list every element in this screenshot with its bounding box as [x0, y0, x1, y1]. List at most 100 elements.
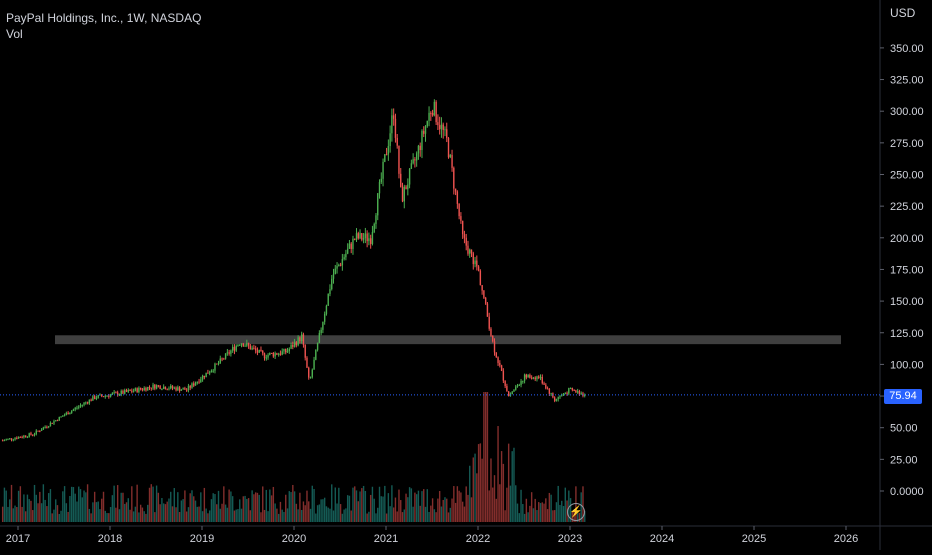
candle-body: [380, 178, 382, 183]
candle-body: [516, 385, 519, 387]
candle-body: [463, 234, 466, 238]
volume-bar: [254, 492, 257, 522]
volume-bar: [161, 498, 163, 522]
volume-bar: [382, 496, 384, 522]
last-price-tag: 75.94: [884, 389, 922, 404]
candle-body: [385, 154, 388, 156]
volume-bar: [134, 506, 137, 522]
volume-bar: [311, 485, 313, 522]
candle-body: [39, 430, 41, 432]
volume-bar: [438, 491, 441, 522]
candle-body: [115, 392, 117, 394]
volume-bar: [403, 509, 405, 522]
volume-bar: [461, 501, 464, 522]
candle-body: [24, 435, 27, 437]
volume-bar: [187, 507, 190, 522]
candle-body: [226, 352, 229, 354]
volume-bar: [16, 507, 18, 522]
candle-body: [244, 345, 246, 347]
candle-body: [331, 278, 333, 290]
volume-bar: [527, 512, 529, 522]
candle-body: [277, 353, 280, 355]
volume-bar: [394, 497, 397, 522]
volume-bar: [131, 486, 133, 522]
volume-bar: [95, 502, 98, 522]
volume-bar: [83, 490, 85, 522]
candle-body: [33, 434, 36, 436]
candle-body: [444, 129, 446, 131]
x-tick-label: 2026: [834, 533, 858, 545]
volume-bar: [28, 499, 30, 522]
candle-body: [56, 420, 59, 422]
volume-bar: [463, 506, 466, 522]
volume-bar: [127, 498, 129, 522]
candle-body: [384, 154, 386, 162]
candle-body: [79, 405, 82, 407]
candle-body: [171, 385, 174, 389]
volume-bar: [5, 490, 7, 522]
candle-body: [147, 387, 149, 391]
candle-body: [276, 353, 278, 355]
candle-body: [469, 249, 471, 254]
y-tick-label: 50.00: [890, 423, 918, 435]
candle-body: [451, 154, 453, 168]
candle-body: [440, 124, 443, 130]
volume-bar: [65, 503, 68, 522]
candle-body: [26, 436, 29, 438]
candle-body: [97, 395, 99, 398]
candle-body: [476, 260, 478, 267]
x-tick-label: 2025: [742, 533, 766, 545]
candle-body: [221, 358, 223, 360]
candle-body: [348, 243, 351, 249]
volume-bar: [24, 511, 27, 522]
lightning-icon[interactable]: ⚡: [567, 503, 585, 521]
volume-legend[interactable]: Vol: [6, 27, 23, 41]
candle-body: [118, 394, 121, 396]
candle-body: [322, 321, 324, 330]
chart-legend: PayPal Holdings, Inc., 1W, NASDAQ Vol: [6, 10, 201, 42]
volume-bar: [267, 511, 269, 522]
candle-body: [357, 233, 359, 239]
volume-bar: [396, 511, 398, 522]
y-tick-label: 0.0000: [890, 486, 924, 498]
candle-body: [371, 232, 374, 244]
candle-body: [474, 260, 476, 265]
candle-body: [228, 352, 230, 354]
y-tick-label: 325.00: [890, 75, 924, 87]
volume-bar: [373, 498, 375, 522]
candle-body: [124, 390, 126, 394]
volume-bar: [444, 497, 446, 522]
y-tick-label: 100.00: [890, 359, 924, 371]
volume-bar: [159, 504, 161, 522]
candle-body: [569, 388, 572, 390]
candle-body: [125, 390, 128, 392]
y-tick-label: 150.00: [890, 296, 924, 308]
volume-bar: [122, 492, 124, 522]
candle-body: [168, 388, 170, 390]
volume-bar: [511, 451, 513, 522]
candle-body: [515, 386, 517, 390]
candle-body: [32, 434, 34, 436]
volume-bar: [240, 508, 243, 522]
symbol-title[interactable]: PayPal Holdings, Inc., 1W, NASDAQ: [6, 11, 202, 25]
volume-bar: [37, 503, 39, 522]
volume-bar: [297, 509, 299, 522]
candle-body: [208, 372, 211, 374]
volume-bar: [182, 499, 184, 522]
volume-bar: [407, 497, 409, 522]
candle-body: [343, 257, 345, 260]
volume-bar: [78, 486, 80, 522]
candle-body: [249, 345, 252, 350]
volume-bar: [318, 504, 321, 522]
currency-label[interactable]: USD: [890, 6, 916, 20]
volume-bar: [162, 503, 165, 522]
candle-body: [490, 328, 492, 336]
candle-body: [90, 399, 92, 401]
volume-bar: [334, 487, 336, 522]
candle-body: [315, 349, 317, 360]
volume-bar: [460, 492, 462, 522]
candle-body: [178, 387, 181, 391]
volume-bar: [249, 510, 252, 522]
